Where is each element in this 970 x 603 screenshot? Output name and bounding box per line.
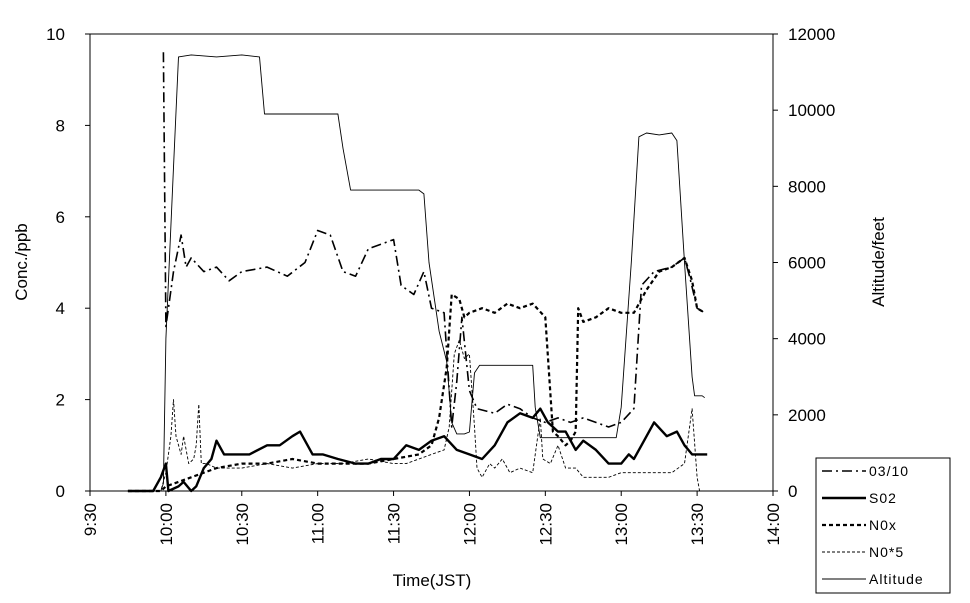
x-tick-label: 12:30 <box>536 503 555 546</box>
x-ticks: 9:30 10:00 10:30 11:00 11:30 12:00 12:30 13:00 1… <box>81 491 783 546</box>
legend: 03/10 S02 N0x N0*5 Altitude <box>815 457 951 594</box>
y-axis-title: Conc./ppb <box>12 223 31 301</box>
series-line-n0x <box>127 256 706 493</box>
x-tick-label: 11:00 <box>309 503 328 544</box>
left-tick-label: 6 <box>56 208 65 227</box>
left-y-ticks: 0 2 4 6 8 10 <box>46 25 90 501</box>
left-tick-label: 8 <box>56 116 65 135</box>
x-tick-label: 9:30 <box>81 503 100 536</box>
series-line-n0-5 <box>127 339 701 492</box>
x-axis-title: Time(JST) <box>393 571 472 590</box>
right-tick-label: 2000 <box>788 406 826 425</box>
x-tick-label: 12:00 <box>460 503 479 546</box>
series-lines <box>127 52 708 493</box>
x-tick-label: 14:00 <box>764 503 783 546</box>
series-line-03-10 <box>162 52 706 428</box>
legend-label: N0*5 <box>869 544 904 560</box>
legend-label: 03/10 <box>869 463 909 479</box>
x-tick-label: 10:30 <box>233 503 252 546</box>
right-tick-label: 4000 <box>788 330 826 349</box>
plot-area <box>89 33 774 492</box>
right-tick-label: 10000 <box>788 101 835 120</box>
right-tick-label: 12000 <box>788 25 835 44</box>
left-tick-label: 4 <box>56 299 65 318</box>
x-tick-label: 11:30 <box>385 503 404 544</box>
series-line-s02 <box>127 407 708 493</box>
left-tick-label: 10 <box>46 25 65 44</box>
left-tick-label: 0 <box>56 482 65 501</box>
right-tick-label: 8000 <box>788 177 826 196</box>
left-tick-label: 2 <box>56 391 65 410</box>
x-tick-label: 10:00 <box>157 503 176 546</box>
legend-label: S02 <box>869 490 897 506</box>
series-line-altitude <box>127 54 705 492</box>
legend-label: N0x <box>869 517 897 533</box>
x-tick-label: 13:00 <box>612 503 631 546</box>
right-y-ticks: 0 2000 4000 6000 8000 10000 12000 <box>773 25 835 501</box>
right-tick-label: 6000 <box>788 254 826 273</box>
legend-label: Altitude <box>869 571 924 587</box>
x-tick-label: 13:30 <box>688 503 707 546</box>
y2-axis-title: Altitude/feet <box>869 217 888 307</box>
right-tick-label: 0 <box>788 482 797 501</box>
